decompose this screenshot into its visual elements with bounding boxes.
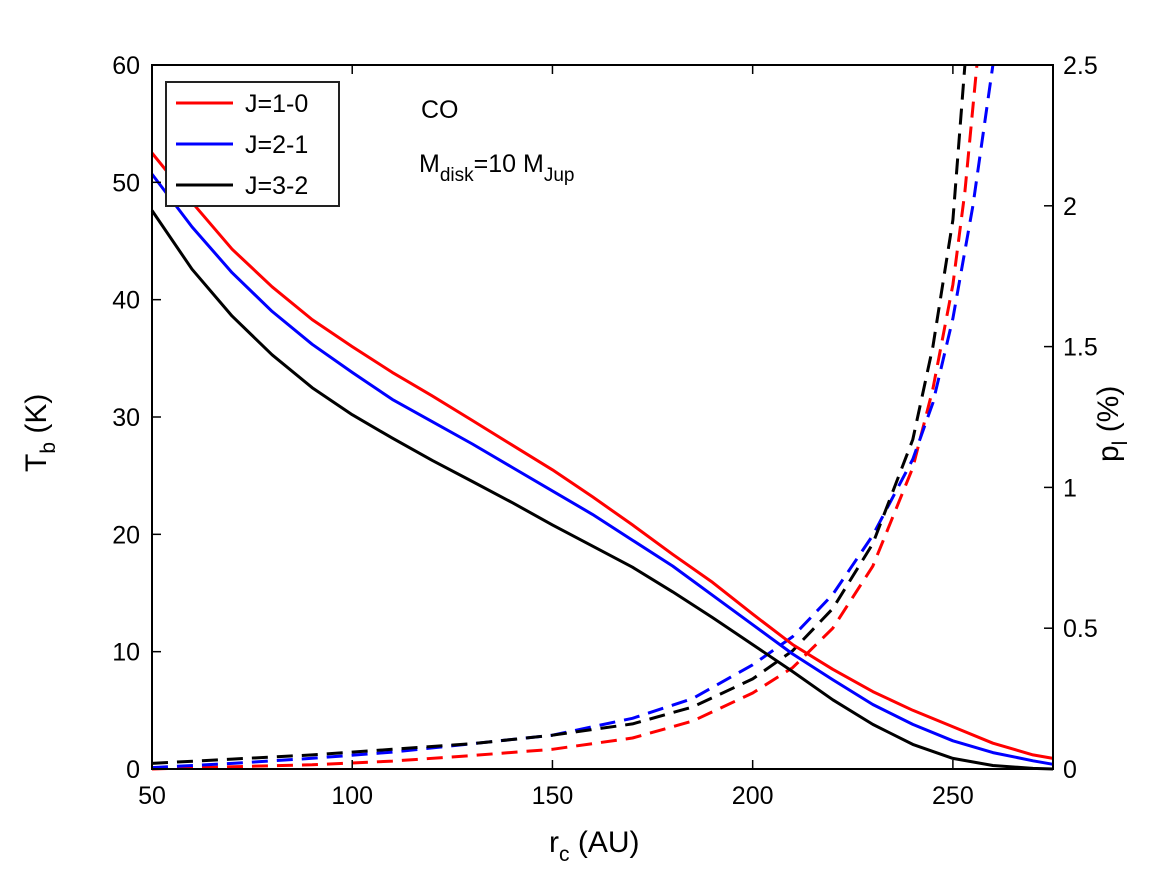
y-right-tick-label-5: 2.5	[1063, 52, 1098, 80]
x-axis-title-unit: (AU)	[570, 826, 640, 859]
x-tick-label-0: 50	[138, 782, 166, 810]
y-right-axis-title: pl (%)	[1092, 386, 1132, 462]
annotation-mass-sub: disk	[440, 165, 474, 186]
x-tick-label-2: 150	[532, 782, 574, 810]
pl-series-2	[151, 64, 967, 765]
y-left-tick-label-5: 50	[112, 169, 140, 197]
legend-label-2: J=3-2	[245, 172, 308, 200]
y-right-axis-title-unit: (%)	[1092, 386, 1125, 441]
y-left-tick-label-4: 40	[112, 287, 140, 315]
x-axis-title-sub: c	[559, 843, 570, 866]
annotation-species: CO	[421, 96, 459, 124]
y-right-tick-label-1: 0.5	[1063, 615, 1098, 643]
y-left-axis-title: Tb (K)	[20, 394, 60, 472]
annotation-disk-mass: Mdisk=10 MJup	[419, 150, 574, 186]
y-right-tick-label-4: 2	[1063, 193, 1077, 221]
y-right-tick-label-3: 1.5	[1063, 334, 1098, 362]
legend-label-1: J=2-1	[245, 131, 308, 159]
annotation-mass-unit-sub: Jup	[544, 165, 575, 186]
y-left-tick-label-3: 30	[112, 404, 140, 432]
y-right-tick-label-2: 1	[1063, 474, 1077, 502]
y-left-axis-title-unit: (K)	[20, 394, 53, 442]
series-layer	[150, 64, 1054, 771]
y-left-tick-label-6: 60	[112, 52, 140, 80]
y-right-axis-title-sub: l	[1109, 441, 1132, 446]
y-left-axis-title-main: T	[20, 454, 53, 472]
annotation-mass-value: =10 M	[474, 150, 544, 178]
y-right-tick-label-0: 0	[1063, 756, 1077, 784]
y-left-axis-title-sub: b	[37, 442, 60, 454]
ticks-layer: 50 100 150 200 250 0 10 20 30 40 50 60 0 0.5 1 1.5 2 2.5	[112, 52, 1098, 810]
x-tick-label-4: 250	[932, 782, 974, 810]
pl-series-0	[151, 64, 979, 771]
x-tick-label-3: 200	[732, 782, 774, 810]
y-right-axis-title-main: p	[1092, 445, 1125, 462]
legend: J=1-0 J=2-1 J=3-2	[165, 81, 340, 207]
y-left-tick-label-2: 20	[112, 521, 140, 549]
x-axis-title-main: r	[549, 826, 559, 859]
tb-series-1	[150, 173, 1054, 766]
x-tick-label-1: 100	[331, 782, 373, 810]
annotation-mass-prefix: M	[419, 150, 440, 178]
y-left-tick-label-1: 10	[112, 639, 140, 667]
tb-series-2	[150, 209, 1054, 771]
tb-series-0	[150, 152, 1054, 760]
y-left-tick-label-0: 0	[126, 756, 140, 784]
x-axis-title: rc (AU)	[549, 826, 640, 866]
pl-series-1	[151, 64, 995, 770]
legend-label-0: J=1-0	[245, 90, 308, 118]
